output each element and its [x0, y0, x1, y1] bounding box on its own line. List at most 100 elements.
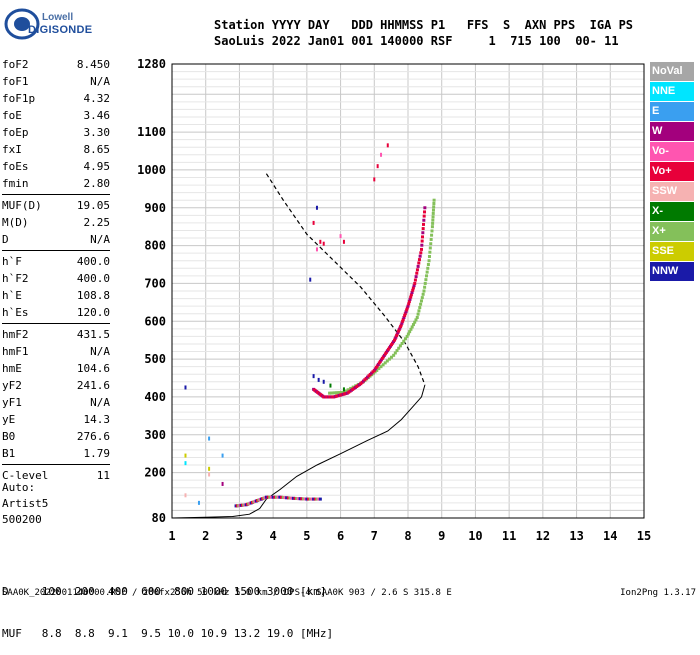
param-row: h`Es 120.0 — [2, 304, 110, 321]
param-row: B0 276.6 — [2, 428, 110, 445]
param-name: foE — [2, 109, 22, 122]
x-trace-point — [418, 306, 422, 310]
o-trace-point — [415, 271, 419, 275]
o-trace-point — [403, 312, 407, 316]
param-value: 276.6 — [76, 430, 110, 443]
o-trace-point — [376, 362, 380, 366]
o-trace-point — [395, 332, 399, 336]
x-trace-point — [430, 229, 434, 233]
x-tick-label: 10 — [468, 529, 482, 543]
x-trace-point — [334, 391, 338, 395]
x-trace-point — [423, 281, 427, 285]
legend-item-ssw: SSW — [650, 182, 694, 201]
param-name: hmE — [2, 362, 22, 375]
es-trace-point — [303, 497, 307, 501]
param-value: 400.0 — [76, 255, 110, 268]
param-name: hmF2 — [2, 328, 29, 341]
profile-solid-line — [171, 384, 426, 519]
es-trace-point — [301, 497, 305, 501]
x-trace-point — [415, 315, 419, 319]
x-trace-point — [395, 349, 399, 353]
x-trace-point — [338, 391, 342, 395]
o-trace-point — [421, 231, 425, 235]
o-trace-point — [394, 335, 398, 339]
x-tick-label: 4 — [270, 529, 277, 543]
muf-distance-row: D 100 200 400 600 800 1000 1500 3000 [km… — [2, 585, 327, 598]
x-trace-point — [346, 388, 350, 392]
x-trace-point — [410, 325, 414, 329]
o-trace-point — [400, 321, 404, 325]
polarization-legend: NoVal NNE E W Vo- Vo+ SSW X- X+ SSE NNW — [650, 62, 694, 282]
echo-point — [184, 493, 187, 498]
o-trace-point — [389, 343, 393, 347]
x-trace-point — [419, 302, 423, 306]
legend-item-sse: SSE — [650, 242, 694, 261]
o-trace-point — [402, 315, 406, 319]
profile-dashed-line — [265, 173, 426, 386]
x-trace-point — [426, 263, 430, 267]
x-tick-label: 14 — [603, 529, 617, 543]
x-trace-point — [432, 202, 436, 206]
es-trace-point — [271, 495, 275, 499]
legend-item-vo-: Vo- — [650, 142, 694, 161]
es-trace-point — [308, 497, 312, 501]
param-row: h`F2 400.0 — [2, 270, 110, 287]
param-name: foF2 — [2, 58, 29, 71]
x-trace-point — [405, 334, 409, 338]
es-trace-point — [318, 497, 322, 501]
x-trace-point — [432, 198, 436, 202]
x-trace-point — [432, 205, 436, 209]
param-row: hmE 104.6 — [2, 360, 110, 377]
chart-axes — [171, 63, 645, 519]
x-trace-point — [409, 327, 413, 331]
x-trace-point — [428, 250, 432, 254]
param-row: D N/A — [2, 231, 110, 248]
echo-point — [208, 436, 211, 441]
legend-item-x-: X+ — [650, 222, 694, 241]
param-value: 2.25 — [83, 216, 111, 229]
o-trace-point — [410, 291, 414, 295]
o-trace-point — [375, 364, 379, 368]
es-trace-point — [305, 497, 309, 501]
o-trace-point — [390, 341, 394, 345]
param-row: fmin 2.80 — [2, 175, 110, 192]
o-trace-point — [372, 368, 376, 372]
es-trace-point — [298, 497, 302, 501]
param-row: hmF1 N/A — [2, 343, 110, 360]
y-tick-label: 600 — [144, 314, 166, 328]
es-trace-point — [283, 496, 287, 500]
es-trace-point — [276, 495, 280, 499]
es-trace-point — [275, 495, 279, 499]
x-trace-point — [390, 355, 394, 359]
es-trace-point — [295, 497, 299, 501]
echo-point — [197, 500, 200, 505]
o-trace-point — [399, 323, 403, 327]
x-trace-point — [427, 259, 431, 263]
o-trace-point — [378, 359, 382, 363]
legend-item-w: W — [650, 122, 694, 141]
echo-point — [329, 383, 332, 388]
x-trace-point — [428, 246, 432, 250]
es-trace-point — [312, 497, 316, 501]
param-name: yE — [2, 413, 16, 426]
y-tick-label: 800 — [144, 239, 166, 253]
o-trace-point — [413, 278, 417, 282]
x-trace-point — [329, 391, 333, 395]
x-trace-point — [349, 386, 353, 390]
param-value: 8.65 — [83, 143, 111, 156]
param-name: M(D) — [2, 216, 29, 229]
y-tick-label: 500 — [144, 352, 166, 366]
x-trace-point — [427, 254, 431, 258]
param-divider — [2, 194, 110, 195]
x-trace-point — [381, 363, 385, 367]
y-tick-label: 1100 — [137, 125, 166, 139]
x-trace-point — [408, 330, 412, 334]
param-name: D — [2, 233, 9, 246]
x-trace-point — [429, 237, 433, 241]
o-trace-point — [383, 352, 387, 356]
x-tick-label: 1 — [168, 529, 175, 543]
o-trace-point — [377, 361, 381, 365]
param-name: fmin — [2, 177, 29, 190]
param-name: foEp — [2, 126, 29, 139]
es-trace-point — [264, 495, 268, 499]
